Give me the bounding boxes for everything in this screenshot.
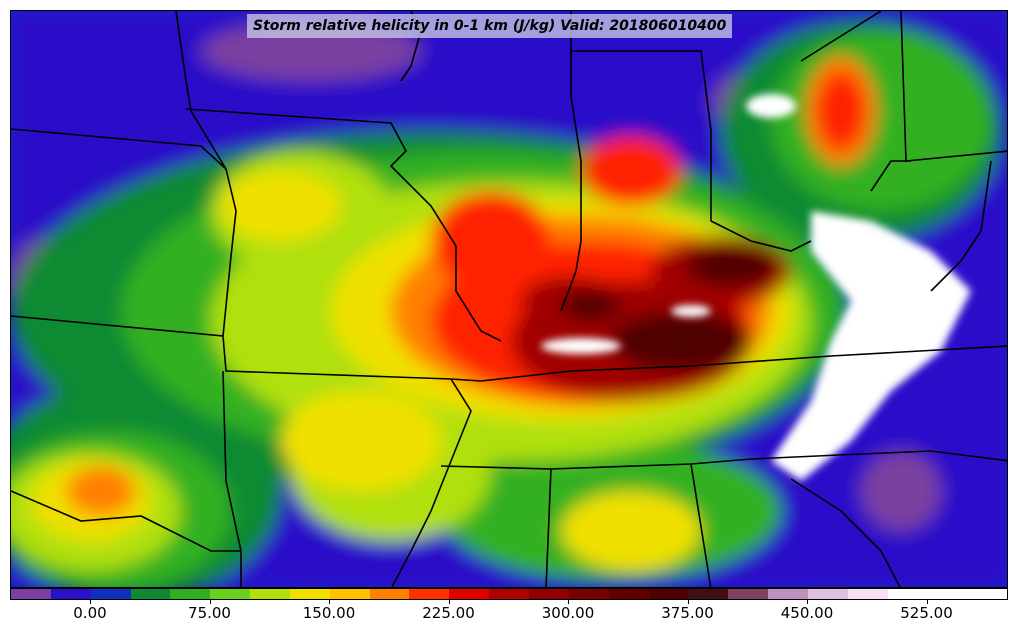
colorbar-swatch	[608, 589, 649, 599]
colorbar-swatch	[210, 589, 251, 599]
colorbar-tick	[209, 600, 211, 604]
colorbar-swatch	[807, 589, 848, 599]
map-canvas	[11, 11, 1007, 587]
helicity-map	[10, 10, 1008, 588]
colorbar-swatch	[329, 589, 370, 599]
colorbar-tick-label: 225.00	[422, 604, 475, 622]
colorbar-swatch	[568, 589, 609, 599]
map-title: Storm relative helicity in 0-1 km (J/kg)…	[247, 14, 733, 38]
colorbar-swatch	[728, 589, 769, 599]
colorbar-swatch	[130, 589, 171, 599]
colorbar-swatch	[489, 589, 529, 599]
colorbar-tick-label: 525.00	[900, 604, 953, 622]
colorbar-swatch	[90, 589, 131, 599]
colorbar-swatch	[289, 589, 330, 599]
colorbar-swatch	[449, 589, 490, 599]
colorbar-swatch	[369, 589, 410, 599]
colorbar-swatch	[409, 589, 450, 599]
colorbar-tick	[448, 600, 450, 604]
colorbar-tick-label: 150.00	[302, 604, 356, 622]
colorbar-tick	[329, 600, 330, 604]
colorbar-tick	[926, 600, 928, 604]
state-boundaries	[11, 11, 1007, 587]
colorbar-tick-label: 0.00	[73, 604, 107, 622]
helicity-field	[11, 11, 1007, 587]
colorbar-swatch	[887, 589, 928, 599]
colorbar-swatch	[768, 589, 808, 599]
colorbar-swatch	[170, 589, 211, 599]
colorbar-swatch	[927, 589, 968, 599]
colorbar-tick	[807, 600, 808, 604]
colorbar-tick-label: 75.00	[188, 604, 231, 622]
colorbar-tick	[687, 600, 689, 604]
colorbar-swatch	[528, 589, 569, 599]
colorbar-tick-label: 375.00	[661, 604, 714, 622]
colorbar-swatch	[847, 589, 888, 599]
colorbar-tick	[568, 600, 569, 604]
colorbar-swatch	[11, 589, 51, 599]
colorbar	[10, 588, 1008, 600]
colorbar-tick-label: 450.00	[780, 604, 834, 622]
colorbar-tick-label: 300.00	[541, 604, 595, 622]
colorbar-swatch	[688, 589, 729, 599]
colorbar-swatch	[250, 589, 290, 599]
colorbar-swatch	[967, 589, 1008, 599]
colorbar-swatch	[648, 589, 689, 599]
high-helicity-white-areas	[541, 94, 971, 481]
colorbar-tick	[90, 600, 91, 604]
colorbar-swatch	[50, 589, 91, 599]
